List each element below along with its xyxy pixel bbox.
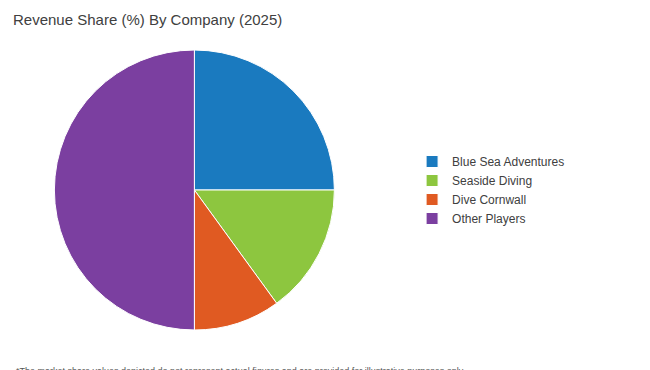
svg-text:Seaside Diving: Seaside Diving: [452, 174, 532, 188]
svg-text:Other Players: Other Players: [452, 212, 525, 226]
svg-text:Blue Sea Adventures: Blue Sea Adventures: [452, 155, 564, 169]
svg-text:Dive Cornwall: Dive Cornwall: [452, 193, 526, 207]
svg-text:*The market share values depic: *The market share values depicted do not…: [16, 366, 465, 370]
svg-text:Revenue Share (%) By Company (: Revenue Share (%) By Company (2025): [13, 11, 282, 28]
